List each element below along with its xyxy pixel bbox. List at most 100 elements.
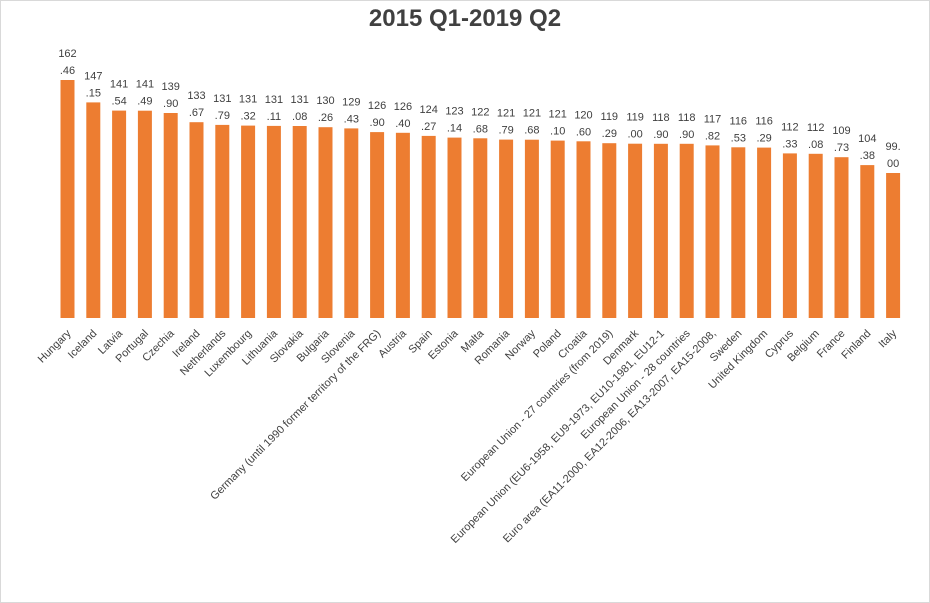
chart-title: 2015 Q1-2019 Q2 bbox=[368, 5, 562, 32]
data-label: 122 bbox=[471, 106, 489, 118]
bar bbox=[137, 110, 152, 318]
data-label: .32 bbox=[240, 111, 255, 123]
data-label: .43 bbox=[344, 113, 359, 125]
data-label: 119 bbox=[601, 111, 619, 123]
data-label: 109 bbox=[832, 125, 850, 137]
data-label: 00 bbox=[887, 158, 899, 170]
data-label: 131 bbox=[291, 94, 309, 106]
data-label: .68 bbox=[524, 125, 539, 137]
data-label: 141 bbox=[110, 79, 128, 91]
data-label: .10 bbox=[550, 126, 565, 138]
bar bbox=[679, 143, 694, 318]
bar bbox=[499, 139, 514, 318]
data-label: 139 bbox=[162, 81, 180, 93]
data-label: .08 bbox=[808, 139, 823, 151]
data-label: 104 bbox=[858, 133, 876, 145]
data-label: .38 bbox=[860, 150, 875, 162]
bar bbox=[292, 126, 307, 318]
bar bbox=[602, 143, 617, 318]
data-label: .82 bbox=[705, 130, 720, 142]
bar bbox=[576, 141, 591, 318]
data-label: .67 bbox=[189, 107, 204, 119]
data-label: 119 bbox=[626, 112, 644, 124]
data-label: .90 bbox=[369, 117, 384, 129]
data-label: .79 bbox=[498, 125, 513, 137]
bar bbox=[370, 132, 385, 318]
data-label: 126 bbox=[394, 101, 412, 113]
data-label: .29 bbox=[602, 128, 617, 140]
data-label: 121 bbox=[549, 109, 567, 121]
bar bbox=[447, 137, 462, 318]
bar bbox=[112, 110, 127, 318]
x-tick-label: Iceland bbox=[66, 328, 100, 362]
data-label: 147 bbox=[84, 70, 102, 82]
bar bbox=[163, 113, 178, 318]
bar bbox=[189, 122, 204, 318]
bar bbox=[834, 157, 849, 318]
data-label: 112 bbox=[807, 122, 825, 134]
data-label: 112 bbox=[781, 121, 799, 133]
x-tick-label: Finland bbox=[839, 328, 873, 362]
data-label: 120 bbox=[574, 109, 592, 121]
data-label: .90 bbox=[679, 129, 694, 141]
bar bbox=[421, 135, 436, 318]
data-label: .29 bbox=[756, 133, 771, 145]
x-tick-label: Austria bbox=[376, 327, 409, 360]
bar bbox=[524, 139, 539, 318]
bar bbox=[241, 125, 256, 318]
data-label: 118 bbox=[652, 112, 670, 124]
x-tick-label: Estonia bbox=[426, 327, 461, 362]
data-label: .79 bbox=[215, 110, 230, 122]
data-label: .15 bbox=[86, 87, 101, 99]
data-label: .00 bbox=[627, 129, 642, 141]
data-label: 129 bbox=[342, 96, 360, 108]
data-label: 133 bbox=[187, 90, 205, 102]
bar bbox=[628, 143, 643, 318]
bar bbox=[550, 140, 565, 318]
data-label: .14 bbox=[447, 123, 462, 135]
data-label: 124 bbox=[420, 104, 438, 116]
bar bbox=[473, 138, 488, 318]
data-label: 99. bbox=[885, 141, 900, 153]
data-label: .46 bbox=[60, 65, 75, 77]
data-label: .53 bbox=[731, 132, 746, 144]
data-label: .49 bbox=[137, 96, 152, 108]
data-label: .26 bbox=[318, 112, 333, 124]
data-label: .08 bbox=[292, 111, 307, 123]
x-tick-label: Hungary bbox=[36, 327, 74, 365]
bar bbox=[86, 102, 101, 319]
bar bbox=[705, 145, 720, 318]
data-label: .54 bbox=[111, 96, 126, 108]
data-label: 131 bbox=[265, 94, 283, 106]
bar bbox=[215, 124, 230, 319]
data-label: .33 bbox=[782, 138, 797, 150]
bar bbox=[886, 173, 901, 318]
bar bbox=[318, 127, 333, 318]
data-label: .90 bbox=[163, 98, 178, 110]
data-label: 118 bbox=[678, 112, 696, 124]
data-label: .90 bbox=[653, 129, 668, 141]
bar bbox=[266, 125, 281, 319]
bar bbox=[808, 153, 823, 318]
data-label: 126 bbox=[368, 100, 386, 112]
data-label: 131 bbox=[239, 94, 257, 106]
bar bbox=[782, 153, 797, 318]
data-label: .73 bbox=[834, 142, 849, 154]
data-label: .11 bbox=[267, 111, 281, 123]
bar bbox=[653, 143, 668, 318]
data-label: 121 bbox=[523, 108, 541, 120]
bar bbox=[395, 132, 410, 318]
data-label: 121 bbox=[497, 108, 515, 120]
data-label: 162 bbox=[58, 48, 76, 60]
data-label: .60 bbox=[576, 126, 591, 138]
data-label: 131 bbox=[213, 93, 231, 105]
bar bbox=[757, 147, 772, 318]
data-label: 117 bbox=[704, 113, 722, 125]
data-label: 141 bbox=[136, 79, 154, 91]
data-label: 116 bbox=[730, 115, 748, 127]
bar bbox=[60, 80, 75, 318]
x-tick-label: Italy bbox=[876, 327, 899, 350]
bar bbox=[731, 147, 746, 318]
data-label: 123 bbox=[445, 106, 463, 118]
